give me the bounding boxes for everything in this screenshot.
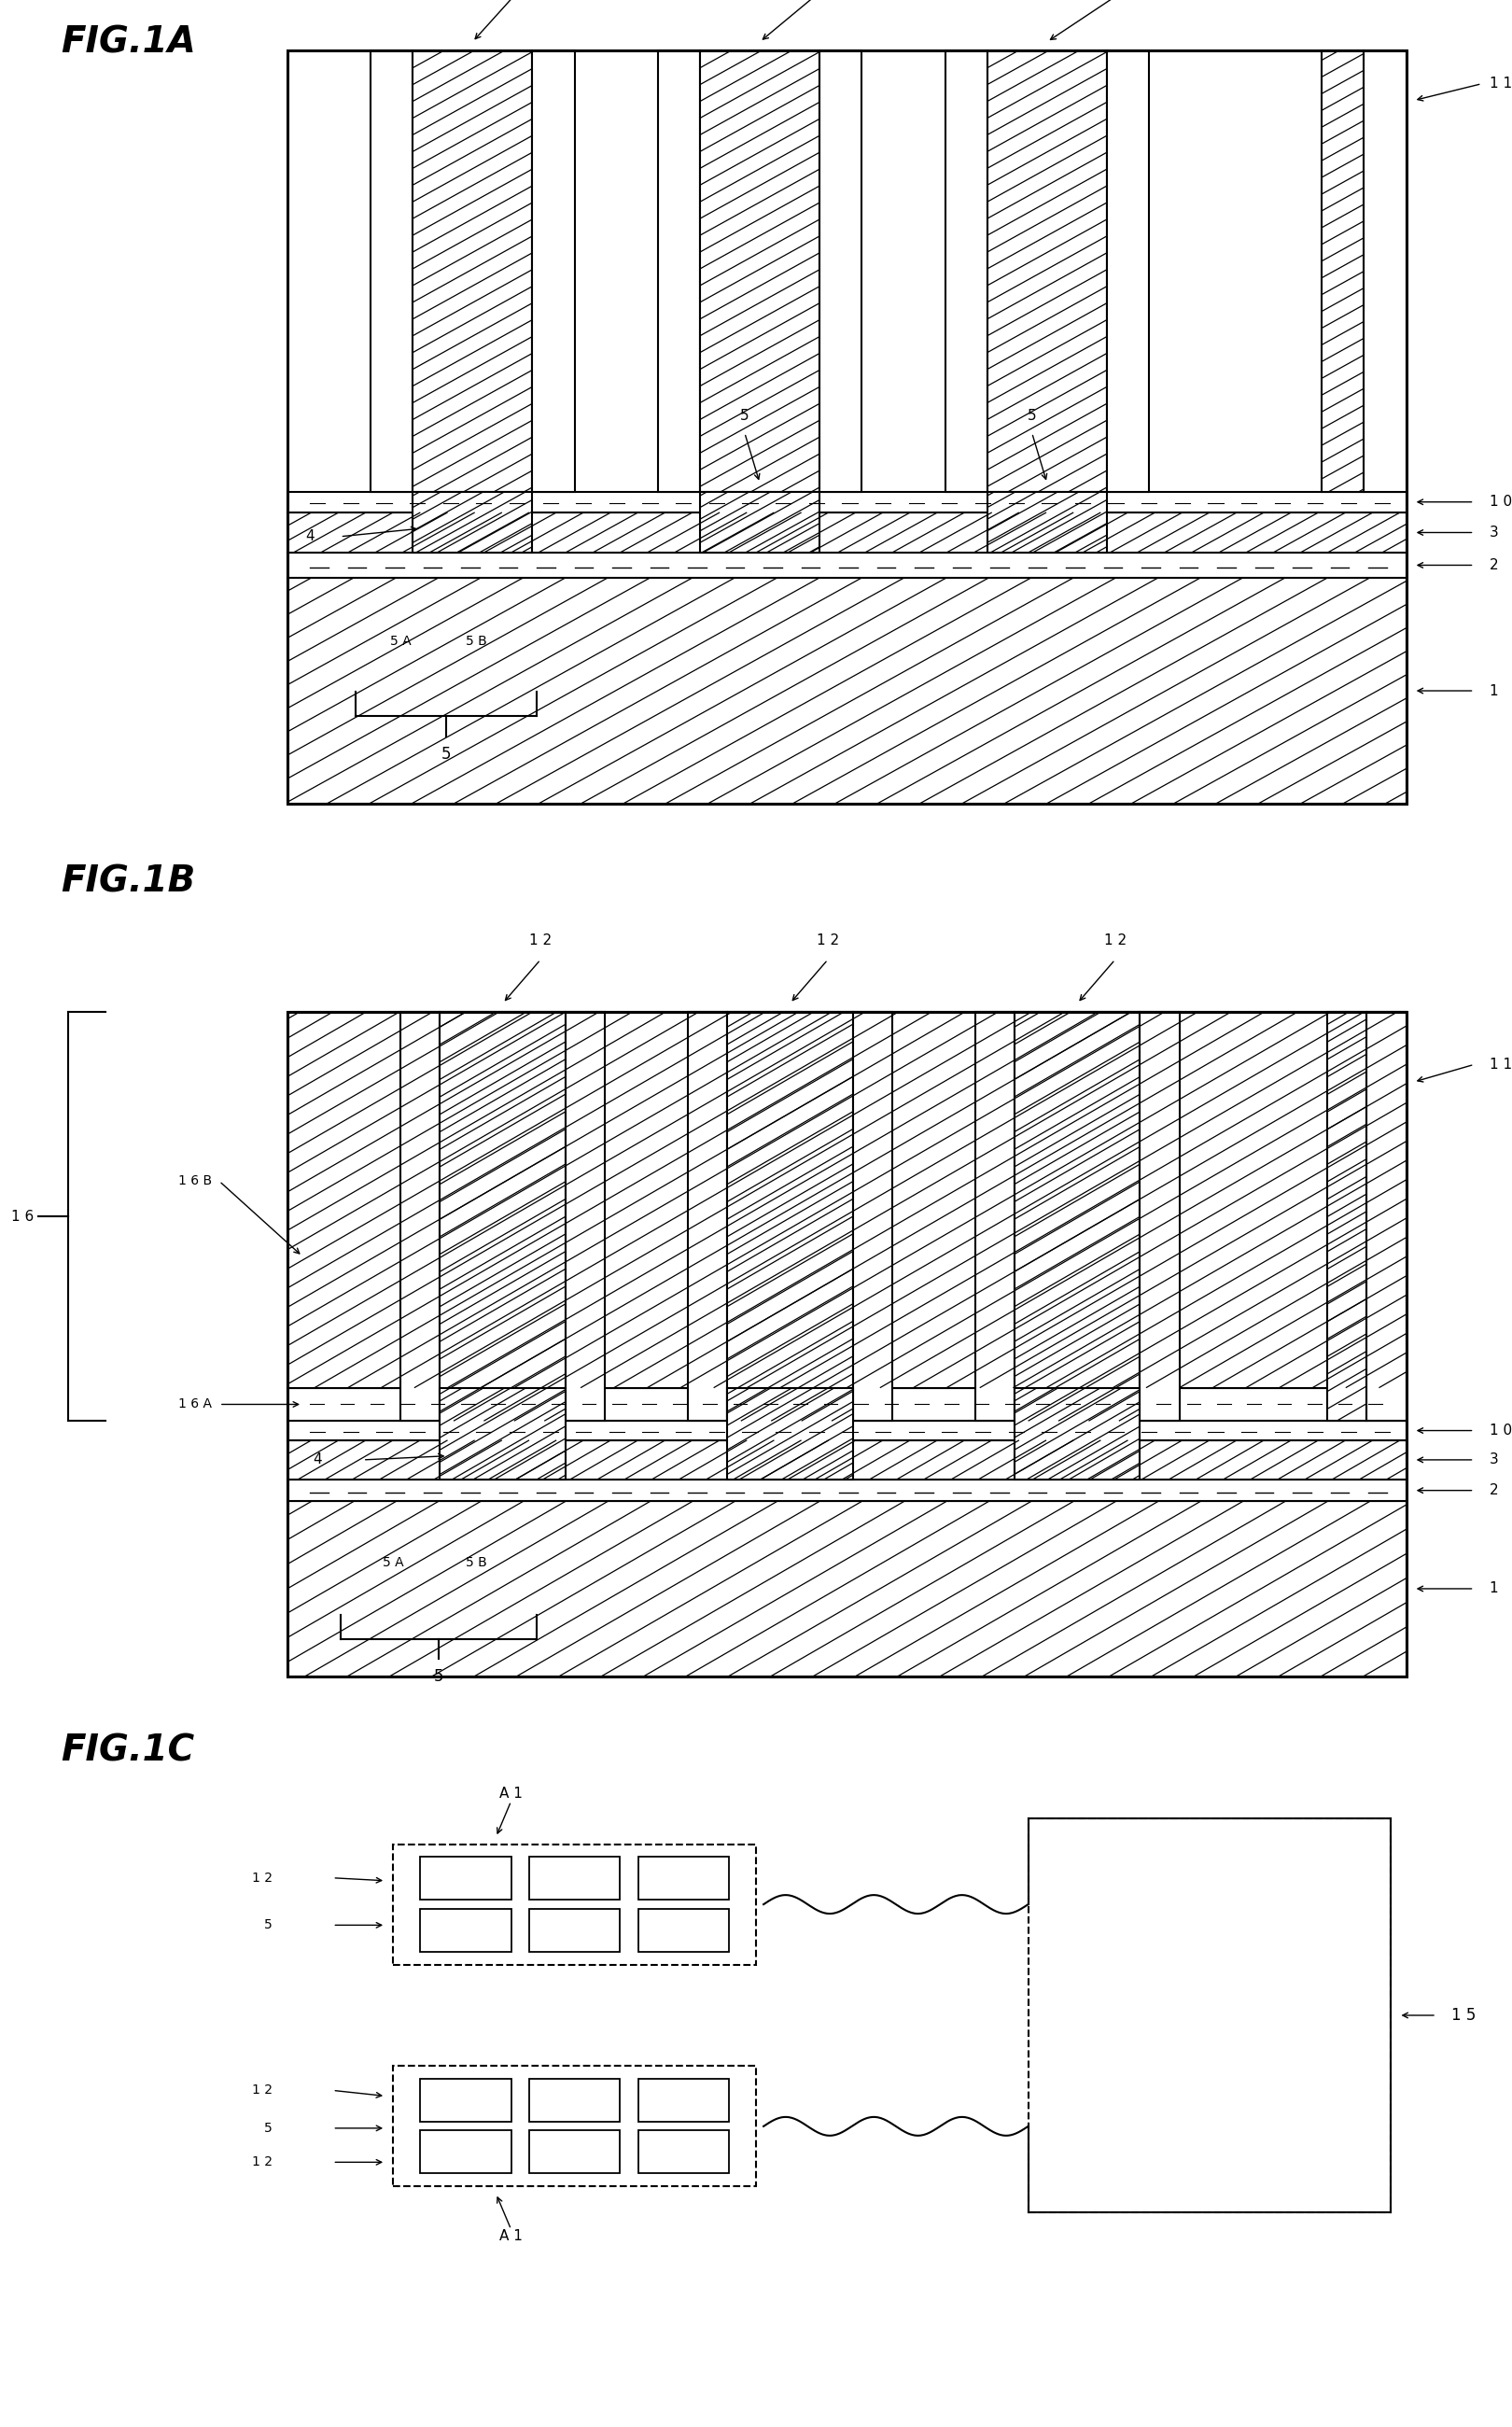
Text: 1 2: 1 2: [251, 2155, 272, 2170]
Text: 2: 2: [1489, 558, 1498, 573]
Polygon shape: [1364, 51, 1406, 493]
Polygon shape: [1140, 1012, 1179, 1420]
Text: 1 2: 1 2: [529, 934, 552, 947]
Text: 1 2: 1 2: [816, 934, 839, 947]
Polygon shape: [1015, 1388, 1140, 1480]
Polygon shape: [287, 1388, 1406, 1420]
Text: 2: 2: [1489, 1483, 1498, 1497]
Text: 5 B: 5 B: [466, 1556, 487, 1568]
Text: 1 2: 1 2: [1104, 934, 1126, 947]
Text: FIG.1B: FIG.1B: [60, 864, 195, 898]
Text: 1 0: 1 0: [1489, 495, 1512, 510]
Polygon shape: [1107, 51, 1149, 493]
Text: 5 A: 5 A: [383, 1556, 404, 1568]
Text: 1 5: 1 5: [1452, 2007, 1476, 2024]
Polygon shape: [700, 493, 820, 553]
Polygon shape: [401, 1012, 440, 1420]
Text: 5 A: 5 A: [390, 633, 411, 648]
Polygon shape: [413, 51, 532, 493]
Text: 1 1: 1 1: [1489, 1058, 1512, 1070]
Polygon shape: [370, 51, 413, 493]
Polygon shape: [287, 1012, 1406, 1388]
Text: A 1: A 1: [499, 2230, 523, 2243]
Text: 1 6 A: 1 6 A: [178, 1398, 212, 1410]
Polygon shape: [1015, 1012, 1140, 1420]
Polygon shape: [565, 1012, 605, 1420]
Text: FIG.1A: FIG.1A: [60, 24, 195, 61]
Polygon shape: [1367, 1012, 1406, 1420]
Polygon shape: [287, 1420, 1406, 1439]
Text: 5: 5: [741, 410, 748, 422]
Polygon shape: [287, 512, 1406, 553]
Polygon shape: [638, 2080, 729, 2121]
Text: 5: 5: [265, 1920, 272, 1932]
Polygon shape: [700, 51, 820, 493]
Text: 1 6: 1 6: [12, 1209, 33, 1223]
Polygon shape: [287, 1480, 1406, 1502]
Polygon shape: [638, 1857, 729, 1900]
Polygon shape: [975, 1012, 1015, 1420]
Polygon shape: [688, 1012, 727, 1420]
Polygon shape: [987, 51, 1107, 493]
Text: A 1: A 1: [499, 1786, 523, 1801]
Polygon shape: [853, 1012, 892, 1420]
Polygon shape: [413, 493, 532, 553]
Polygon shape: [420, 1857, 511, 1900]
Text: 1 1: 1 1: [1489, 78, 1512, 90]
Text: 3: 3: [1489, 1454, 1498, 1466]
Polygon shape: [638, 1908, 729, 1951]
Polygon shape: [529, 2131, 620, 2175]
Polygon shape: [287, 1439, 1406, 1480]
Text: 1 2: 1 2: [251, 1871, 272, 1883]
Text: 5: 5: [265, 2121, 272, 2136]
Polygon shape: [529, 1908, 620, 1951]
Polygon shape: [638, 2131, 729, 2175]
Polygon shape: [529, 2080, 620, 2121]
Polygon shape: [945, 51, 987, 493]
Polygon shape: [658, 51, 700, 493]
Polygon shape: [420, 1908, 511, 1951]
Text: 5 B: 5 B: [466, 633, 487, 648]
Polygon shape: [287, 1502, 1406, 1677]
Text: 5: 5: [1028, 410, 1036, 422]
Text: 1 6 B: 1 6 B: [178, 1175, 212, 1187]
Polygon shape: [287, 493, 1406, 512]
Polygon shape: [987, 493, 1107, 553]
Polygon shape: [440, 1388, 565, 1480]
Text: 4: 4: [305, 529, 314, 544]
Text: 4: 4: [313, 1454, 322, 1466]
Text: FIG.1C: FIG.1C: [60, 1733, 194, 1767]
Polygon shape: [420, 2131, 511, 2175]
Text: 3: 3: [1489, 527, 1498, 539]
Polygon shape: [1321, 51, 1364, 493]
Polygon shape: [287, 553, 1406, 578]
Polygon shape: [287, 578, 1406, 803]
Text: 5: 5: [434, 1667, 443, 1684]
Polygon shape: [440, 1012, 565, 1420]
Text: 1 2: 1 2: [251, 2085, 272, 2097]
Polygon shape: [820, 51, 862, 493]
Polygon shape: [1328, 1012, 1367, 1420]
Text: 1 0: 1 0: [1489, 1425, 1512, 1437]
Polygon shape: [420, 2080, 511, 2121]
Text: 1: 1: [1489, 684, 1498, 699]
Text: 5: 5: [442, 745, 451, 762]
Polygon shape: [727, 1388, 853, 1480]
Polygon shape: [529, 1857, 620, 1900]
Polygon shape: [532, 51, 575, 493]
Polygon shape: [727, 1012, 853, 1420]
Text: 1: 1: [1489, 1582, 1498, 1595]
